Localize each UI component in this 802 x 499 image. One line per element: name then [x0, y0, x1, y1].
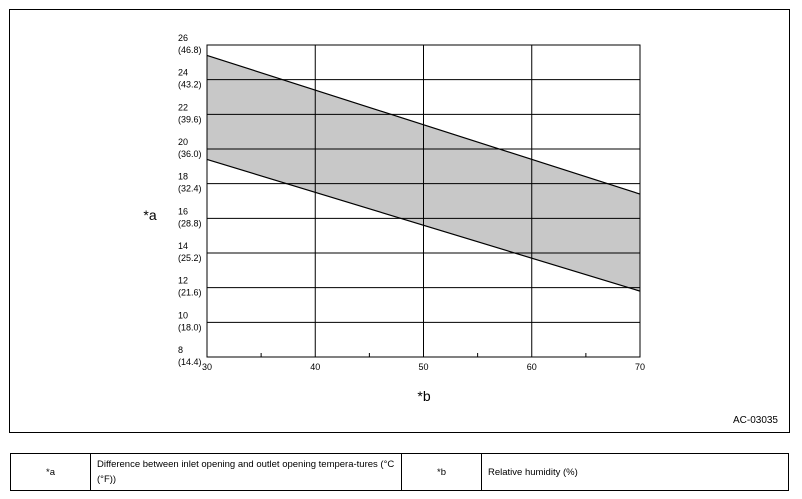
legend-text-b: Relative humidity (%): [481, 453, 789, 491]
legend-table: *a Difference between inlet opening and …: [10, 453, 789, 491]
legend-row: *a Difference between inlet opening and …: [10, 453, 789, 491]
y-tick-label: 10: [178, 310, 188, 320]
legend-key-a: *a: [10, 453, 91, 491]
chart: 30 40 50 60 70 8 (14.4) 10 (18.0) 12 (21.6) 14 (25.2…: [143, 33, 778, 426]
y-tick-label: 8: [178, 345, 183, 355]
y-tick-sublabel: (39.6): [178, 114, 202, 124]
x-tick-label: 70: [635, 362, 645, 372]
legend-key-b: *b: [401, 453, 482, 491]
y-tick-sublabel: (18.0): [178, 322, 202, 332]
figure-id: AC-03035: [733, 415, 778, 426]
plot-border: [206, 44, 641, 358]
x-tick-label: 60: [527, 362, 537, 372]
y-tick-label: 18: [178, 172, 188, 182]
y-tick-label: 22: [178, 102, 188, 112]
x-tick-label: 40: [310, 362, 320, 372]
y-tick-sublabel: (28.8): [178, 218, 202, 228]
lower-limit-line: [206, 158, 641, 292]
x-tick-label: 50: [418, 362, 428, 372]
y-tick-sublabel: (21.6): [178, 288, 202, 298]
legend-text-a: Difference between inlet opening and out…: [90, 453, 402, 491]
y-axis-label: *a: [143, 207, 156, 223]
y-tick-label: 26: [178, 33, 188, 43]
y-tick-label: 16: [178, 206, 188, 216]
y-tick-sublabel: (36.0): [178, 149, 202, 159]
y-tick-sublabel: (25.2): [178, 253, 202, 263]
y-tick-sublabel: (14.4): [178, 357, 202, 367]
y-tick-sublabel: (46.8): [178, 45, 202, 55]
y-tick-label: 24: [178, 68, 188, 78]
figure-frame: [9, 9, 790, 433]
x-tick-label: 30: [202, 362, 212, 372]
y-tick-label: 20: [178, 137, 188, 147]
y-tick-label: 14: [178, 241, 188, 251]
x-axis-label: *b: [417, 388, 430, 404]
y-tick-sublabel: (32.4): [178, 184, 202, 194]
y-tick-label: 12: [178, 276, 188, 286]
upper-limit-line: [206, 54, 641, 195]
y-tick-sublabel: (43.2): [178, 80, 202, 90]
